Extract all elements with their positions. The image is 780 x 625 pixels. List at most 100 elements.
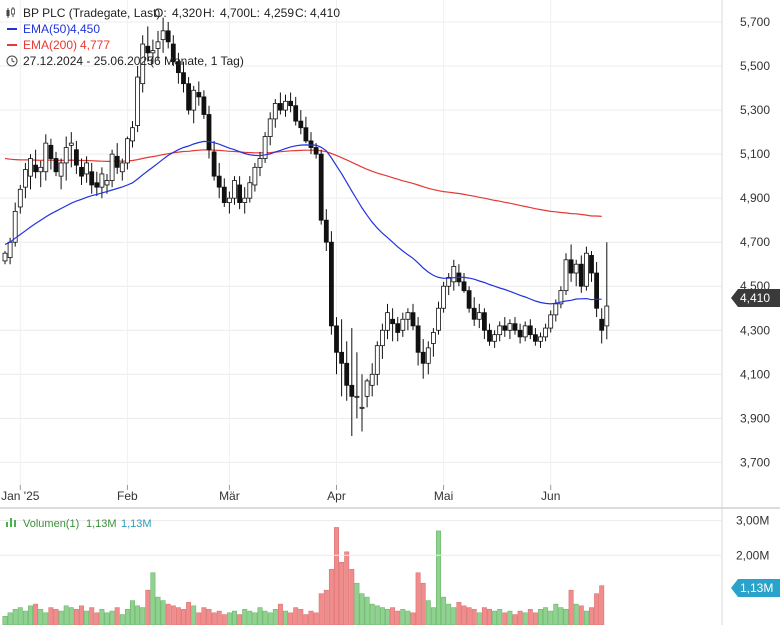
candle (170, 35, 176, 67)
volume-bar (267, 612, 273, 625)
volume-bar (288, 612, 294, 625)
volume-bar (599, 585, 605, 625)
volume-bar (594, 593, 600, 625)
volume-bar (33, 603, 39, 625)
candle (262, 132, 268, 163)
volume-bar (517, 610, 523, 625)
candle (252, 162, 258, 192)
candle (298, 110, 304, 135)
candle (181, 61, 186, 93)
last-volume-badge-text: 1,13M (740, 581, 773, 595)
time-tick-label: Mär (219, 489, 240, 503)
volume-bar (374, 605, 380, 625)
time-tick-label: Feb (117, 489, 138, 503)
candle (28, 154, 33, 190)
volume-bar (298, 609, 304, 625)
open-label: O: (154, 6, 167, 20)
candle (395, 317, 401, 342)
ema50-legend-value: 4,450 (70, 22, 100, 36)
ema200-line (4, 149, 602, 217)
candle (502, 317, 508, 337)
candle (175, 52, 181, 84)
ema200-legend-label: EMA(200) (23, 38, 77, 52)
volume-bar (420, 582, 426, 625)
time-tick-label: Mai (434, 489, 453, 503)
candle (48, 138, 54, 170)
candle (165, 22, 171, 49)
candle (584, 246, 589, 291)
volume-bar (114, 607, 120, 625)
time-tick-label: Jun (541, 489, 560, 503)
candle (425, 341, 431, 375)
candle (267, 112, 273, 146)
candle (390, 308, 396, 342)
volume-bar (461, 605, 467, 625)
volume-tick-label: 2,00M (736, 548, 769, 562)
volume-bar (186, 602, 192, 625)
volume-bar (359, 593, 365, 625)
volume-bar (313, 612, 319, 625)
price-tick-label: 5,700 (740, 15, 770, 29)
volume-bar (94, 612, 100, 625)
candle (379, 323, 385, 359)
volume-bar (502, 612, 508, 625)
last-volume-badge: 1,13M (731, 579, 780, 597)
candle (232, 176, 237, 205)
candle (349, 328, 355, 436)
volume-bar (558, 607, 564, 625)
candle (328, 231, 334, 335)
volume-bar (119, 614, 125, 625)
candle (22, 162, 28, 199)
ema50-line (4, 140, 602, 305)
volume-bar (7, 612, 13, 625)
candle (527, 319, 533, 340)
candle (400, 312, 406, 337)
candle (578, 255, 584, 293)
volume-bar (160, 600, 166, 625)
chart-legend: BP PLC (Tradegate, Last) O: 4,320 H: 4,7… (6, 6, 340, 68)
volume-legend-label: Volumen(1) (23, 518, 79, 530)
volume-bar (553, 603, 559, 625)
candle (155, 30, 161, 60)
candle (543, 323, 548, 342)
volume-bar (548, 610, 554, 625)
candle (211, 140, 217, 181)
volume-bar (73, 609, 79, 625)
volume-bar (221, 614, 227, 625)
candle (507, 319, 513, 340)
candle (191, 85, 197, 124)
date-range-detail: (6 Monate, 1 Tag) (150, 54, 244, 68)
candle (451, 259, 457, 291)
volume-bar (446, 603, 452, 625)
high-label: H: (203, 6, 215, 20)
volume-bar (150, 572, 156, 625)
candle (272, 99, 278, 128)
date-range: 27.12.2024 - 25.06.2025 (23, 54, 154, 68)
volume-bar (543, 607, 549, 625)
candle (12, 202, 18, 247)
candle (145, 26, 151, 62)
candle (33, 149, 38, 179)
volume-bar (405, 610, 411, 625)
volume-bar (196, 612, 202, 625)
volume-bar (99, 609, 105, 625)
candle (359, 374, 365, 432)
price-tick-label: 3,700 (740, 455, 770, 469)
volume-bar (578, 605, 584, 625)
candle (344, 341, 350, 401)
candle (247, 176, 253, 203)
candlestick-icon (6, 7, 15, 18)
candle (283, 94, 288, 117)
candle (430, 328, 436, 357)
volume-bar (583, 610, 589, 625)
candle (594, 262, 599, 318)
volume-bar (538, 609, 543, 625)
last-price-badge-text: 4,410 (740, 291, 770, 305)
volume-bar (165, 603, 171, 625)
candle (466, 286, 472, 313)
price-axis: 5,7005,5005,3005,1004,9004,7004,5004,300… (740, 15, 770, 469)
volume-bar (410, 612, 416, 625)
volume-bar (252, 612, 258, 625)
volume-bar (293, 607, 299, 625)
volume-bar (216, 610, 222, 625)
